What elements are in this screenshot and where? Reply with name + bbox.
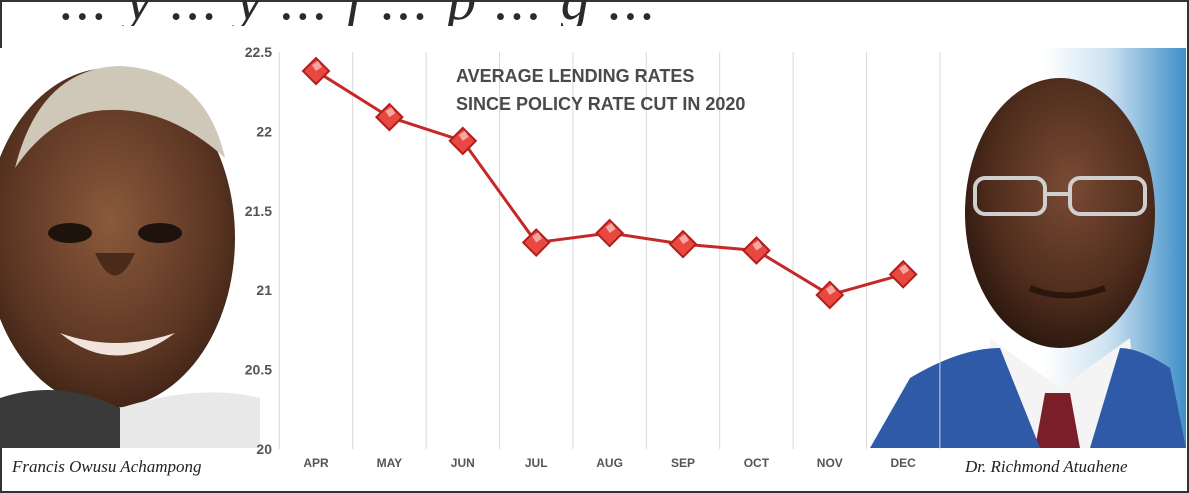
marker-highlight: [752, 240, 763, 251]
caption-left: Francis Owusu Achampong: [12, 457, 202, 476]
portrait-left-illustration: [0, 48, 260, 448]
y-tick-label: 21.5: [245, 203, 272, 219]
x-tick-label: OCT: [744, 456, 770, 470]
x-tick-label: MAY: [377, 456, 403, 470]
y-axis-ticks: 22.5 22 21.5 21 20.5 20: [245, 44, 272, 457]
y-tick-label: 21: [256, 282, 272, 298]
data-point-marker: [668, 229, 698, 259]
chart-title-line-2: SINCE POLICY RATE CUT IN 2020: [456, 94, 746, 114]
y-tick-label: 20.5: [245, 362, 272, 378]
chart-title: AVERAGE LENDING RATES SINCE POLICY RATE …: [456, 62, 745, 118]
chart-title-line-1: AVERAGE LENDING RATES: [456, 66, 695, 86]
vertical-gridlines: [278, 52, 941, 449]
marker-highlight: [312, 61, 322, 72]
caption-right: Dr. Richmond Atuahene: [965, 457, 1128, 476]
x-tick-label: NOV: [817, 456, 843, 470]
x-tick-label: SEP: [671, 456, 695, 470]
x-axis-ticks: APR MAY JUN JUL AUG SEP OCT NOV DEC: [303, 456, 916, 470]
marker-highlight: [899, 264, 910, 275]
marker-highlight: [825, 284, 836, 295]
x-tick-label: JUL: [525, 456, 548, 470]
x-tick-label: APR: [303, 456, 329, 470]
marker-highlight: [605, 223, 616, 234]
x-tick-label: JUN: [451, 456, 475, 470]
marker-highlight: [679, 234, 689, 245]
y-tick-label: 22: [256, 123, 272, 139]
x-tick-label: DEC: [891, 456, 917, 470]
portrait-right: [870, 48, 1186, 448]
headline-fragment: ... y ... y ... f ... p ... g ...: [60, 0, 1140, 26]
y-tick-label: 22.5: [245, 44, 272, 60]
portrait-right-illustration: [870, 48, 1186, 448]
marker-highlight: [458, 130, 469, 141]
portrait-left: [0, 48, 260, 448]
series-markers: [301, 56, 918, 310]
marker-highlight: [385, 107, 396, 118]
x-tick-label: AUG: [596, 456, 623, 470]
marker-highlight: [532, 232, 543, 243]
y-tick-label: 20: [256, 441, 272, 457]
